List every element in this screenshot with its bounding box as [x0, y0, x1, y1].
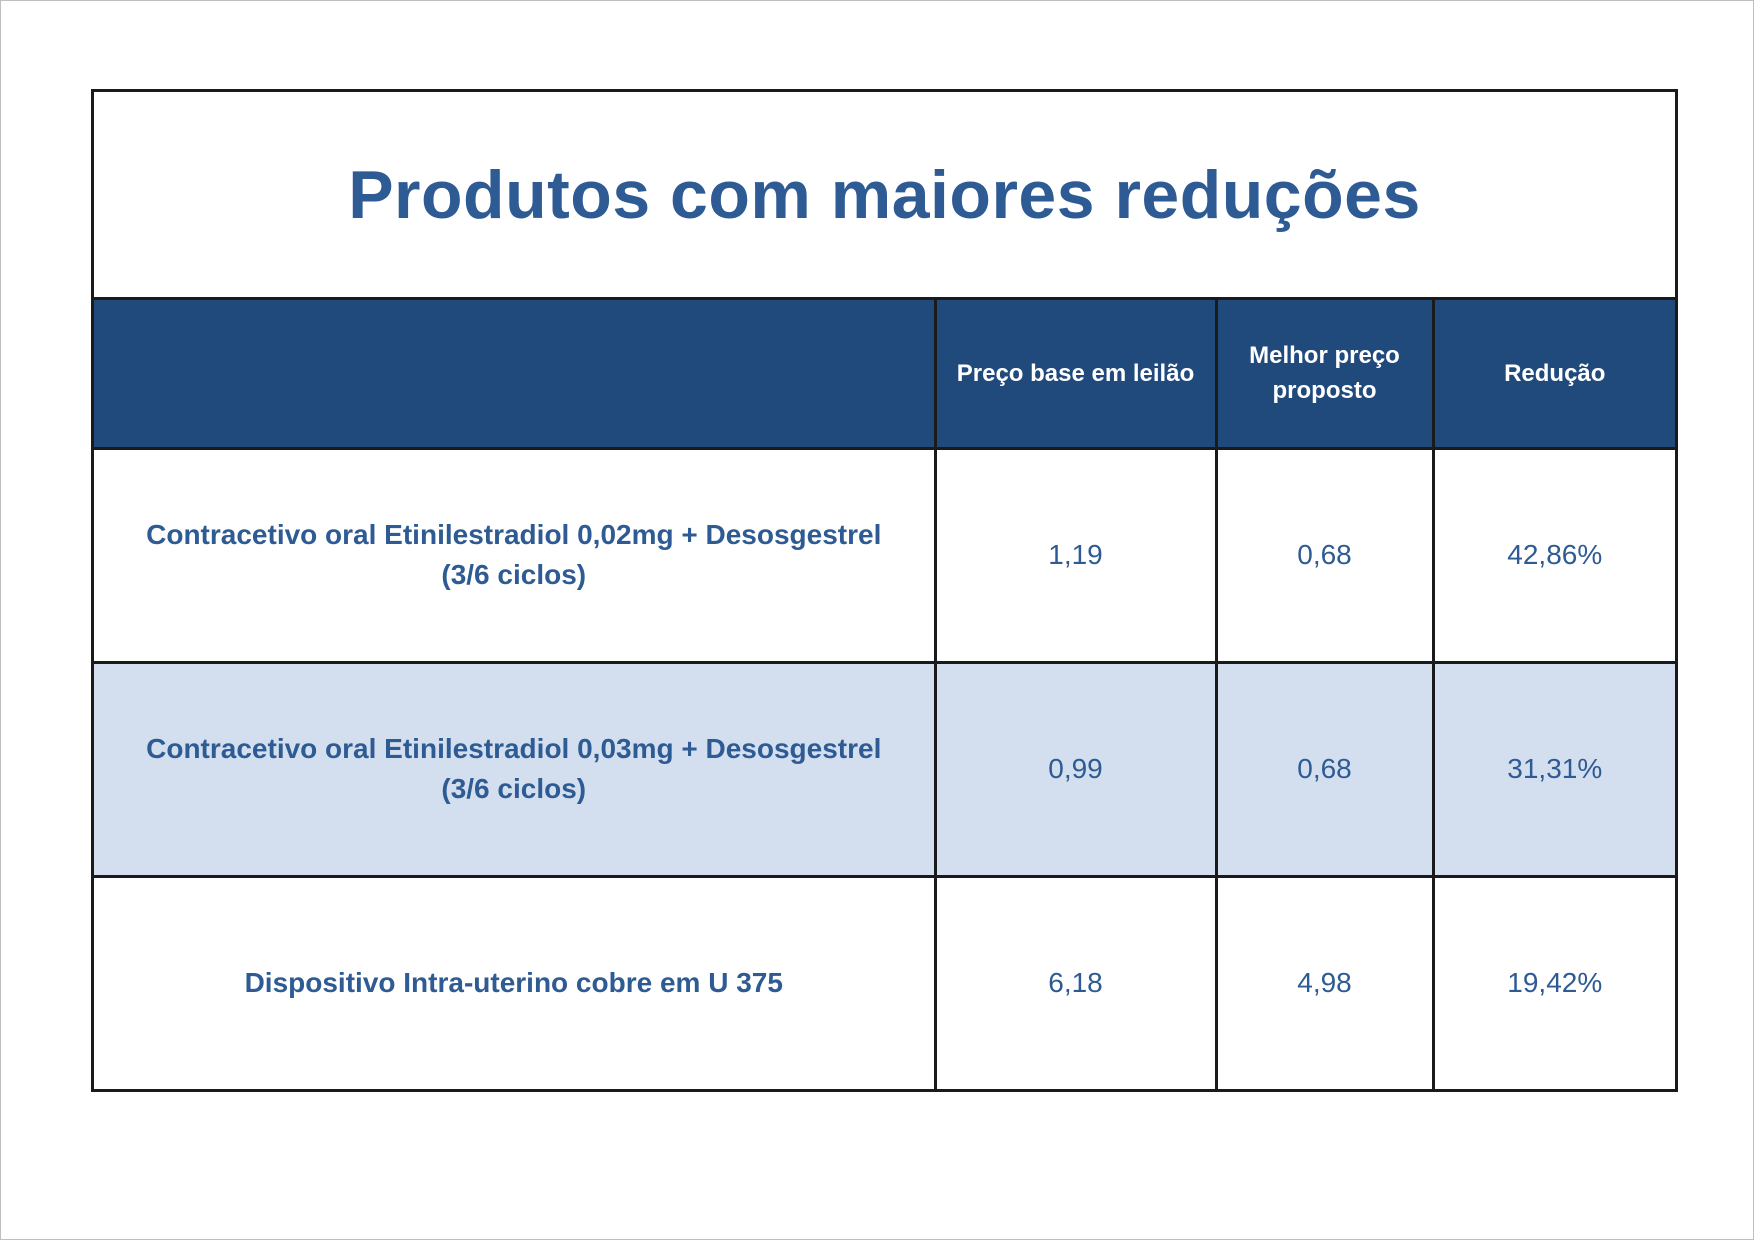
page-title: Produtos com maiores reduções [348, 156, 1421, 233]
header-base-price: Preço base em leilão [933, 300, 1216, 448]
table-row: Dispositivo Intra-uterino cobre em U 375… [94, 876, 1675, 1089]
reduction: 42,86% [1431, 448, 1675, 662]
table-row: Contracetivo oral Etinilestradiol 0,02mg… [94, 448, 1675, 662]
reductions-table: Preço base em leilão Melhor preço propos… [94, 300, 1675, 1089]
header-best-price: Melhor preço proposto [1214, 300, 1433, 448]
report-frame: Produtos com maiores reduções Preço base… [91, 89, 1678, 1092]
product-name: Dispositivo Intra-uterino cobre em U 375 [244, 967, 783, 999]
header-product [94, 300, 935, 448]
product-name: Contracetivo oral Etinilestradiol 0,02mg… [146, 519, 882, 590]
table-header-row: Preço base em leilão Melhor preço propos… [94, 300, 1675, 448]
best-price: 0,68 [1214, 662, 1433, 876]
best-price: 0,68 [1214, 448, 1433, 662]
base-price: 6,18 [933, 876, 1216, 1089]
base-price: 1,19 [933, 448, 1216, 662]
reduction: 19,42% [1431, 876, 1675, 1089]
reduction: 31,31% [1431, 662, 1675, 876]
product-name: Contracetivo oral Etinilestradiol 0,03mg… [146, 733, 882, 804]
base-price: 0,99 [933, 662, 1216, 876]
title-box: Produtos com maiores reduções [94, 92, 1675, 300]
header-reduction: Redução [1431, 300, 1675, 448]
best-price: 4,98 [1214, 876, 1433, 1089]
table-row: Contracetivo oral Etinilestradiol 0,03mg… [94, 662, 1675, 876]
